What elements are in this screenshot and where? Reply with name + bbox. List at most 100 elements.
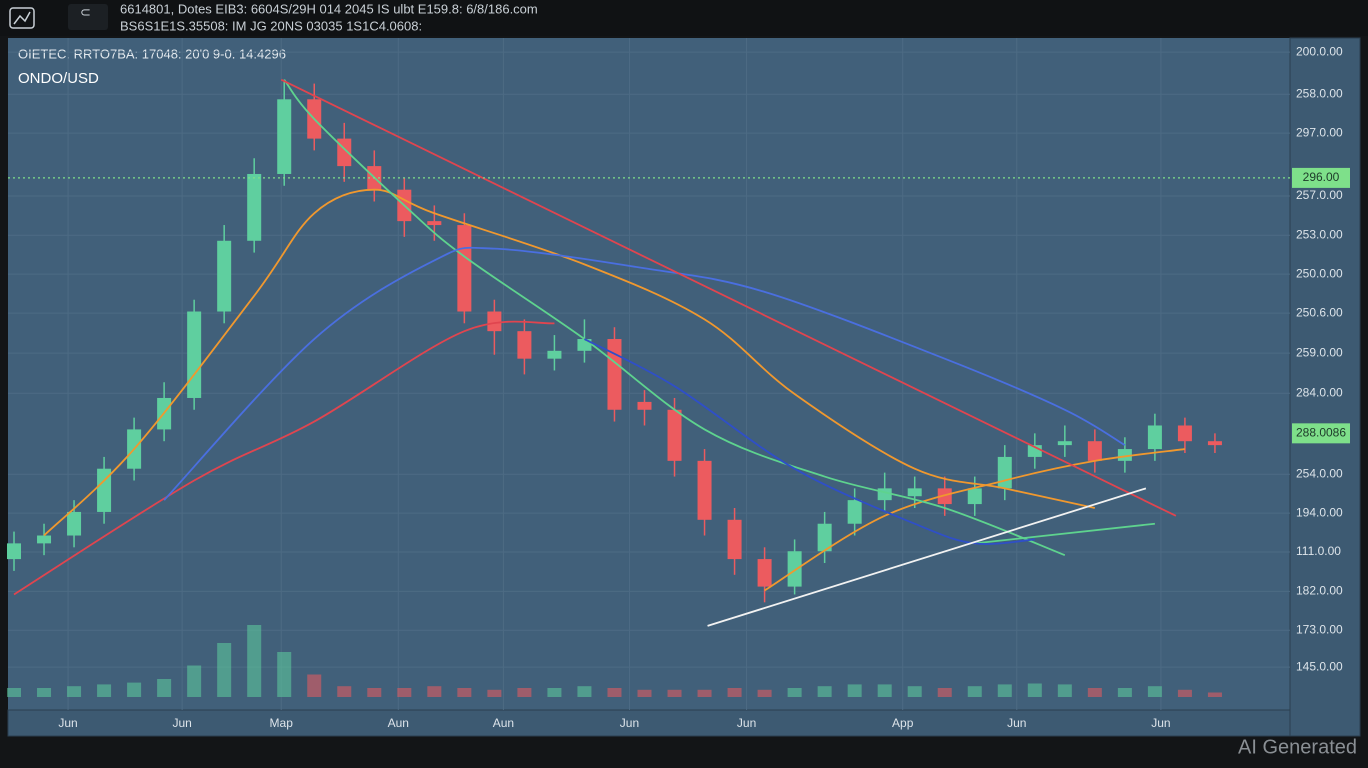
volume-bar [307, 674, 322, 697]
price-box-label: 296.00 [1303, 170, 1340, 184]
candle-body [697, 460, 712, 520]
candle-body [217, 240, 232, 312]
candle-body [67, 511, 82, 536]
volume-bar [247, 625, 262, 697]
chart-icon[interactable] [9, 7, 35, 29]
volume-bar [547, 688, 562, 697]
top-bar [0, 0, 1368, 36]
volume-bar [1177, 689, 1192, 697]
volume-bar [427, 686, 442, 697]
volume-bar [97, 684, 112, 697]
candle-body [1027, 445, 1042, 457]
volume-bar [1117, 688, 1132, 697]
candle-body [757, 559, 772, 587]
volume-bar [637, 689, 652, 697]
y-tick-label: 182.0.00 [1296, 583, 1343, 597]
candle-body [457, 225, 472, 312]
x-tick-label: Map [270, 716, 294, 730]
volume-bar [127, 682, 142, 697]
y-tick-label: 250.0.00 [1296, 266, 1343, 280]
volume-bar [37, 688, 52, 697]
x-tick-label: Aun [493, 716, 514, 730]
volume-bar [7, 688, 22, 697]
x-tick-label: Jun [1151, 716, 1170, 730]
overlay-line [974, 522, 1155, 545]
y-tick-label: 111.0.00 [1296, 544, 1341, 558]
volume-bar [577, 686, 592, 697]
volume-bar [397, 688, 412, 697]
y-tick-label: 258.0.00 [1296, 86, 1343, 100]
candle-body [1207, 441, 1222, 446]
volume-bar [1147, 686, 1162, 697]
candle-body [547, 350, 562, 359]
volume-bar [67, 686, 82, 697]
price-box [1292, 167, 1350, 188]
volume-bar [1027, 683, 1042, 697]
x-tick-label: Aun [388, 716, 409, 730]
candle-body [487, 311, 502, 332]
volume-bar [487, 689, 502, 697]
candle-body [1057, 441, 1072, 446]
candle-body [907, 488, 922, 497]
volume-bar [217, 643, 232, 697]
overlay-line [163, 246, 1126, 501]
volume-bar [1207, 692, 1222, 697]
symbol-title: ONDO/USD [18, 70, 99, 87]
y-tick-label: 145.0.00 [1296, 659, 1343, 673]
y-tick-label: 194.0.00 [1296, 505, 1343, 519]
x-tick-label: Jun [620, 716, 639, 730]
overlay-line [280, 78, 1177, 517]
header-line: BS6S1E1S.35508: IM JG 20NS 03035 1S1C4.0… [120, 18, 422, 33]
volume-bar [937, 688, 952, 697]
volume-bar [727, 688, 742, 697]
price-box-label: 288.0086 [1296, 426, 1346, 440]
volume-bar [667, 689, 682, 697]
volume-bar [337, 686, 352, 697]
volume-bar [517, 688, 532, 697]
overlay-line [13, 320, 555, 596]
time-axis [7, 709, 1291, 737]
candle-body [37, 535, 52, 544]
volume-bar [877, 684, 892, 697]
overlay-line [43, 188, 1096, 537]
y-tick-label: 284.0.00 [1296, 385, 1343, 399]
candle-body [577, 339, 592, 351]
volume-bar [187, 665, 202, 697]
volume-bar [1057, 684, 1072, 697]
candle-body [97, 468, 112, 512]
candle-body [517, 331, 532, 359]
candle-body [1117, 449, 1132, 461]
candle-body [817, 523, 832, 552]
overlay-line [584, 338, 1035, 545]
overlay-line [764, 448, 1186, 592]
y-tick-label: 257.0.00 [1296, 188, 1343, 202]
watermark: AI Generated [1238, 736, 1357, 758]
volume-bar [757, 689, 772, 697]
y-tick-label: 173.0.00 [1296, 622, 1343, 636]
y-tick-label: 297.0.00 [1296, 125, 1343, 139]
volume-bar [817, 686, 832, 697]
candle-body [1177, 425, 1192, 442]
candle-body [877, 488, 892, 501]
x-tick-label: Jun [58, 716, 77, 730]
volume-bar [847, 684, 862, 697]
price-box [1292, 423, 1350, 444]
candle-body [637, 401, 652, 410]
x-tick-label: Jun [737, 716, 756, 730]
volume-bar [1087, 688, 1102, 697]
candle-body [337, 138, 352, 167]
volume-bar [907, 686, 922, 697]
candle-body [607, 339, 622, 410]
volume-bar [607, 688, 622, 697]
overlay-line [707, 487, 1147, 627]
y-tick-label: 253.0.00 [1296, 227, 1343, 241]
candle-body [967, 488, 982, 505]
candle-body [667, 409, 682, 461]
overlay-line [283, 79, 1066, 557]
price-axis [1289, 37, 1361, 737]
settings-button[interactable] [68, 4, 108, 30]
chart-subtitle: OIETEC. RRTO7BA: 17048: 20'0 9-0. 14:429… [18, 46, 286, 61]
candle-body [787, 551, 802, 587]
